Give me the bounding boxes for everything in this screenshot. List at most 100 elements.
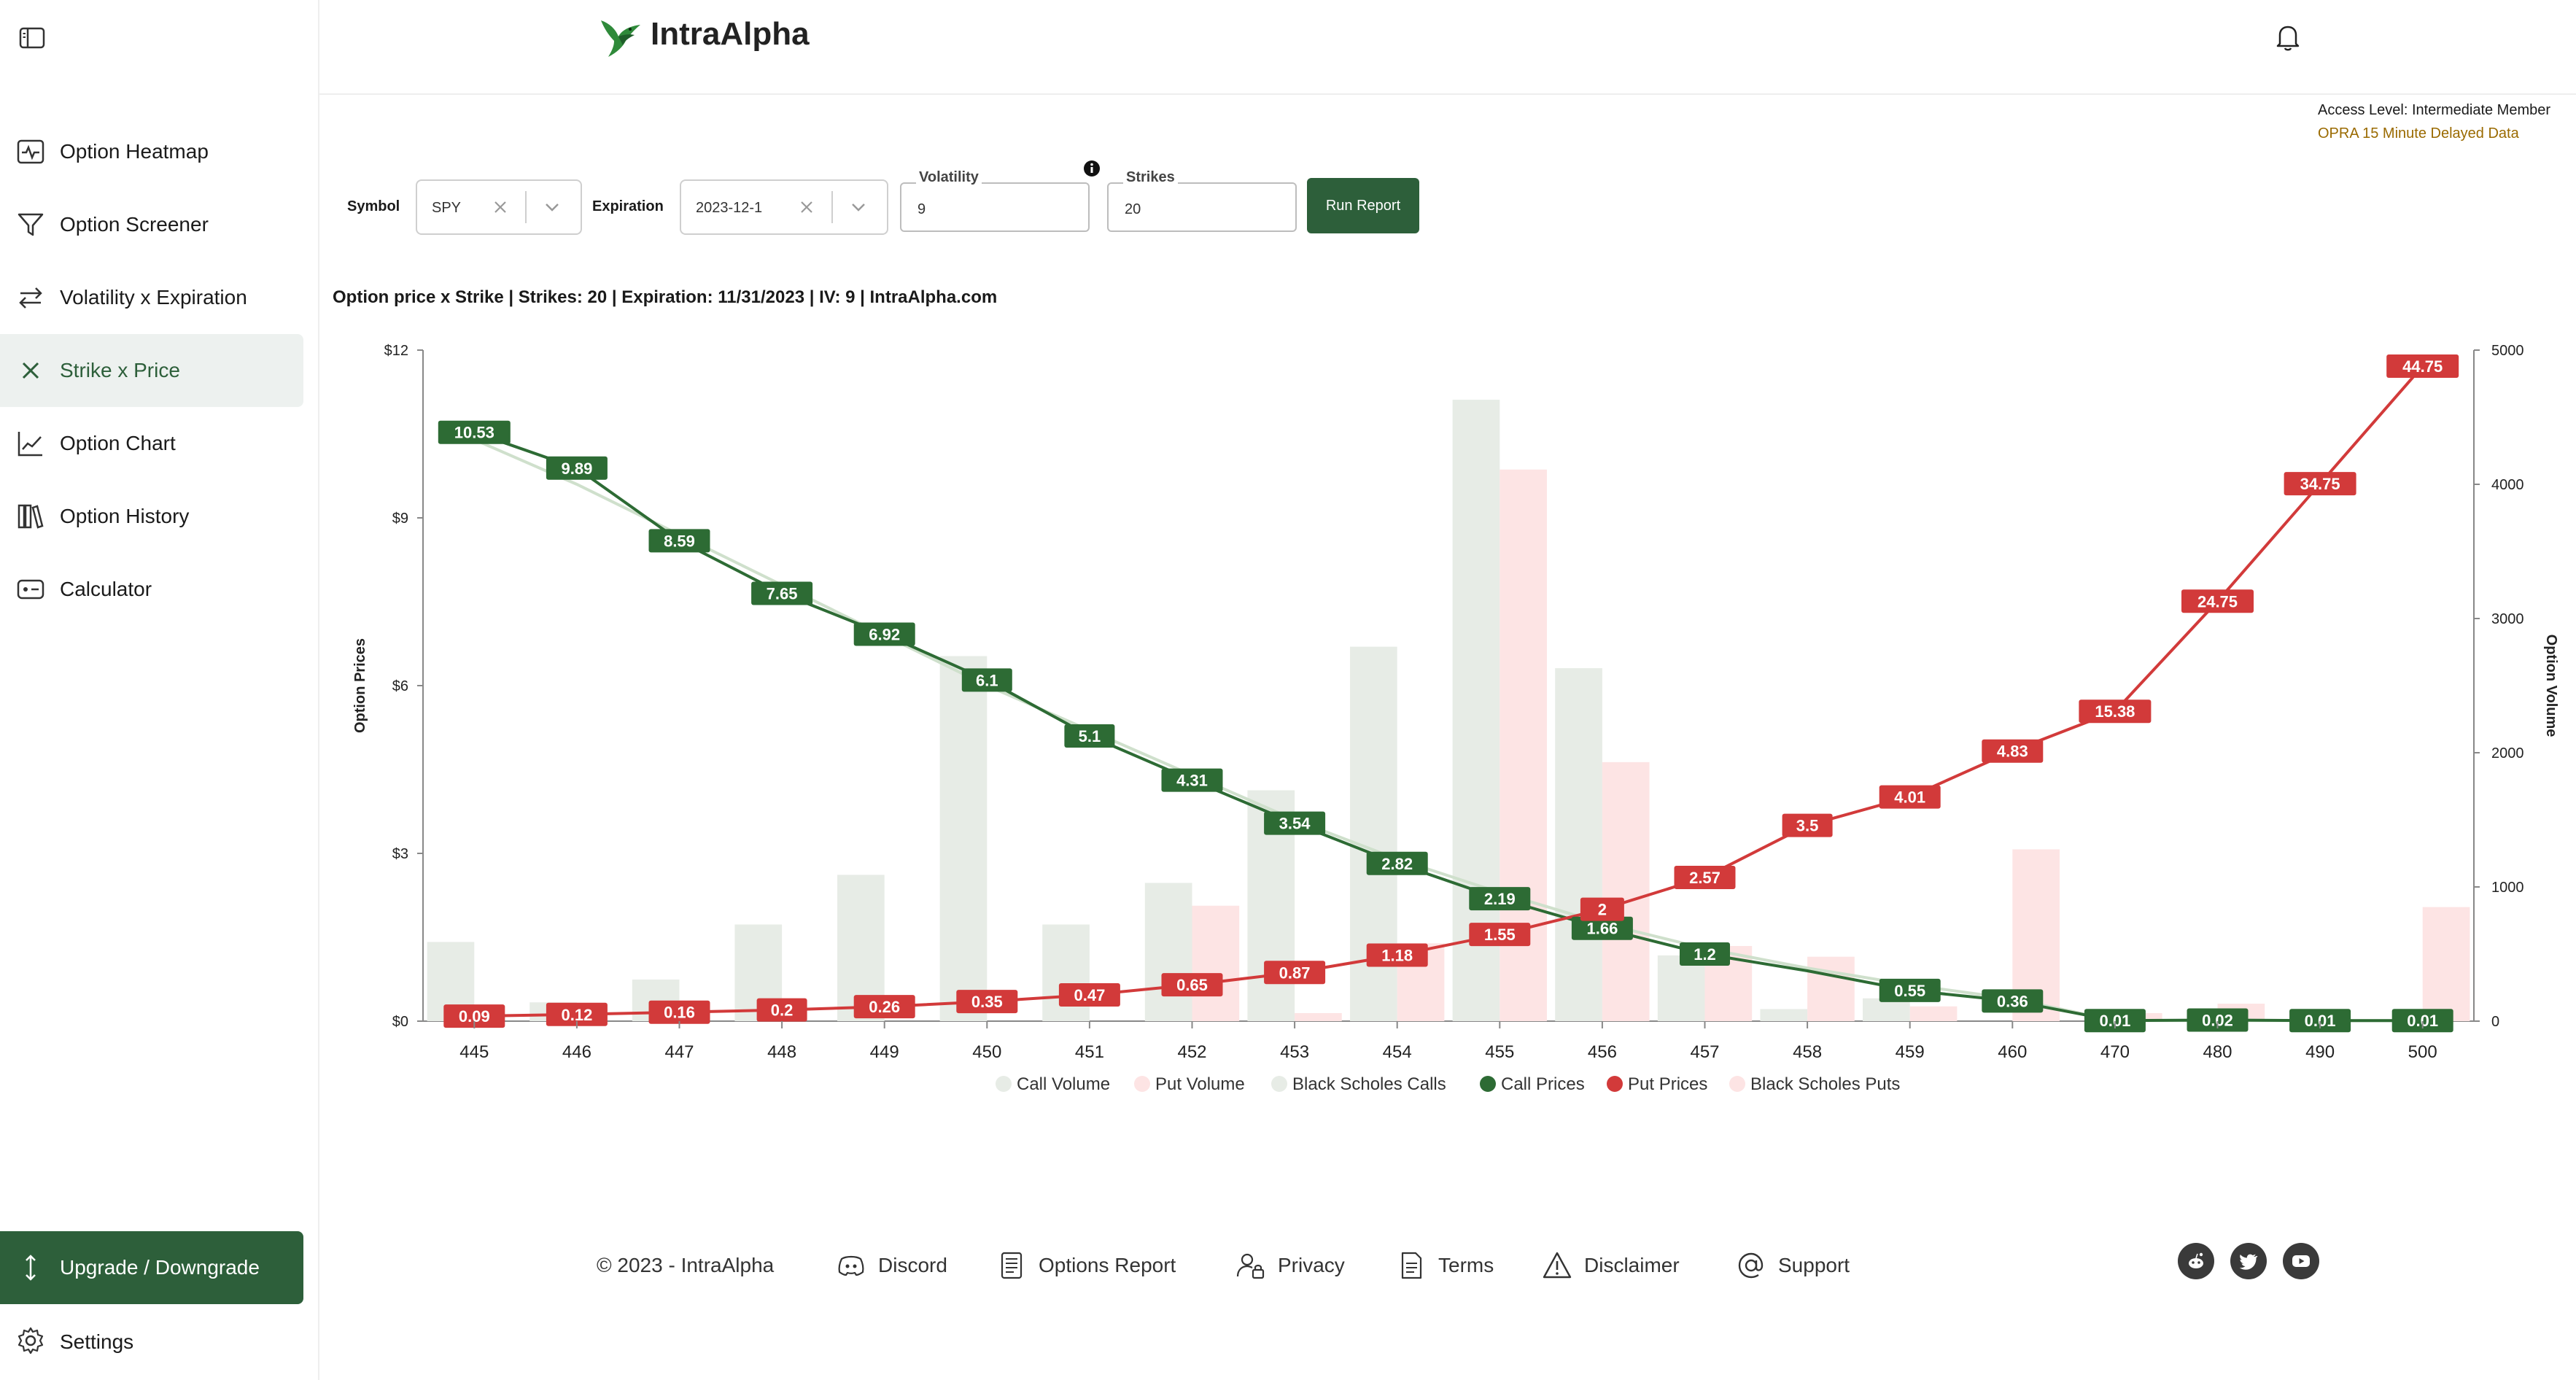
put-price-label: 0.87 <box>1264 961 1326 985</box>
call-price-label-box <box>853 622 915 646</box>
reddit-link[interactable] <box>2178 1243 2214 1279</box>
put-price-label-text: 15.38 <box>2095 702 2135 721</box>
sidebar-item-calculator[interactable]: Calculator <box>0 553 303 626</box>
call-price-label-text: 0.55 <box>1894 982 1925 1000</box>
twitter-link[interactable] <box>2230 1243 2267 1279</box>
footer-link-label: Support <box>1778 1254 1850 1276</box>
sidebar-toggle-icon[interactable] <box>16 22 48 54</box>
brand-name[interactable]: IntraAlpha <box>651 16 810 52</box>
filter-icon <box>18 213 44 236</box>
put-price-label-box <box>1782 813 1833 837</box>
footer-link-label: Privacy <box>1278 1254 1345 1276</box>
call-price-label-box <box>2391 1009 2453 1033</box>
legend-label: Put Prices <box>1628 1074 1707 1094</box>
call-price-label-text: 4.31 <box>1176 772 1208 790</box>
footer-link-options-report[interactable]: Options Report <box>996 1247 1176 1284</box>
call-price-label: 5.1 <box>1064 724 1115 748</box>
y2-tick-label: 1000 <box>2491 880 2524 896</box>
x-tick-label: 460 <box>1998 1042 2027 1062</box>
call-price-label-text: 7.65 <box>767 585 798 603</box>
bell-icon[interactable] <box>2271 20 2305 54</box>
sidebar-item-option-heatmap[interactable]: Option Heatmap <box>0 115 303 188</box>
x-tick-label: 458 <box>1793 1042 1822 1062</box>
settings-button[interactable]: Settings <box>0 1320 303 1364</box>
x-tick-label: 470 <box>2100 1042 2130 1062</box>
volatility-value: 9 <box>917 201 926 217</box>
put-price-label-box <box>1264 961 1326 985</box>
symbol-select[interactable]: SPY <box>416 179 582 235</box>
upgrade-downgrade-label: Upgrade / Downgrade <box>60 1256 260 1279</box>
call-volume-bar <box>1144 883 1192 1021</box>
put-price-label-text: 44.75 <box>2402 357 2443 376</box>
x-tick-label: 455 <box>1485 1042 1514 1062</box>
put-price-label: 0.65 <box>1161 973 1223 997</box>
call-price-label: 2.82 <box>1366 851 1428 875</box>
call-price-label-box <box>1366 851 1428 875</box>
call-price-label-text: 1.2 <box>1694 945 1716 964</box>
footer-link-disclaimer[interactable]: Disclaimer <box>1542 1247 1680 1284</box>
expiration-label: Expiration <box>592 198 664 214</box>
strikes-input[interactable]: 20 <box>1107 182 1297 232</box>
twitter-icon <box>2239 1254 2258 1270</box>
chevron-down-icon[interactable] <box>847 197 869 217</box>
sidebar-item-option-history[interactable]: Option History <box>0 480 303 553</box>
upgrade-downgrade-button[interactable]: Upgrade / Downgrade <box>0 1231 303 1304</box>
put-volume-bar <box>1602 761 1650 1021</box>
call-price-label: 0.36 <box>1982 989 2044 1013</box>
call-volume-bar <box>1760 1009 1808 1021</box>
calculator-icon <box>17 579 44 600</box>
y2-tick-label: 3000 <box>2491 611 2524 627</box>
x-tick-label: 448 <box>767 1042 796 1062</box>
call-price-label: 4.31 <box>1161 768 1223 792</box>
put-price-label-text: 0.65 <box>1176 976 1208 994</box>
chevron-down-icon[interactable] <box>541 197 563 217</box>
put-price-label-text: 2 <box>1598 901 1607 919</box>
call-price-label-box <box>2187 1008 2249 1032</box>
put-price-label-text: 0.47 <box>1074 986 1105 1004</box>
clear-symbol-icon[interactable] <box>490 197 511 217</box>
call-price-label: 10.53 <box>438 420 511 444</box>
put-price-label-box <box>1366 943 1428 967</box>
footer-link-label: Options Report <box>1039 1254 1176 1276</box>
footer-link-privacy[interactable]: Privacy <box>1235 1247 1345 1284</box>
price-data-labels: 10.53 9.89 8.59 7.65 6.92 6.1 5.1 4.31 3.54 2.82 2… <box>438 354 2459 1033</box>
expiration-select[interactable]: 2023-12-1 <box>680 179 888 235</box>
line-chart-icon <box>18 432 42 457</box>
sidebar-item-label: Volatility x Expiration <box>60 286 247 309</box>
x-tick-label: 452 <box>1177 1042 1206 1062</box>
footer-link-discord[interactable]: Discord <box>836 1247 947 1284</box>
call-price-label-text: 8.59 <box>664 532 695 550</box>
youtube-link[interactable] <box>2283 1243 2319 1279</box>
call-price-label-text: 6.92 <box>869 625 900 643</box>
footer-link-support[interactable]: Support <box>1736 1247 1850 1284</box>
y-tick-label: $9 <box>392 511 408 527</box>
sidebar-item-volatility-expiration[interactable]: Volatility x Expiration <box>0 261 303 334</box>
put-price-label-box <box>1879 785 1941 809</box>
put-price-label: 0.2 <box>756 998 807 1022</box>
y2-tick-label: 2000 <box>2491 745 2524 761</box>
sidebar-item-option-chart[interactable]: Option Chart <box>0 407 303 480</box>
put-price-label: 2.57 <box>1674 865 1736 889</box>
legend-label: Put Volume <box>1155 1074 1245 1094</box>
sidebar-item-option-screener[interactable]: Option Screener <box>0 188 303 261</box>
footer-link-terms[interactable]: Terms <box>1396 1247 1494 1284</box>
sidebar-item-strike-price[interactable]: Strike x Price <box>0 334 303 407</box>
x-tick-label: 454 <box>1383 1042 1412 1062</box>
x-tick-label: 453 <box>1280 1042 1309 1062</box>
clear-expiration-icon[interactable] <box>796 197 817 217</box>
call-price-label: 7.65 <box>751 581 813 605</box>
put-price-label-text: 0.35 <box>971 993 1003 1011</box>
call-price-label-box <box>751 581 813 605</box>
volatility-input[interactable]: 9 <box>900 182 1090 232</box>
info-icon[interactable] <box>1082 159 1101 178</box>
footer-link-label: Discord <box>878 1254 947 1276</box>
data-delay-notice: OPRA 15 Minute Delayed Data <box>2318 125 2519 142</box>
put-price-label-text: 24.75 <box>2197 592 2238 610</box>
call-price-label: 1.2 <box>1680 942 1730 966</box>
call-volume-bar <box>1863 998 1910 1021</box>
put-price-label: 24.75 <box>2181 589 2254 613</box>
put-price-label-box <box>956 990 1018 1014</box>
run-report-button[interactable]: Run Report <box>1307 178 1419 233</box>
discord-icon <box>838 1255 864 1276</box>
y-tick-label: $6 <box>392 678 408 694</box>
